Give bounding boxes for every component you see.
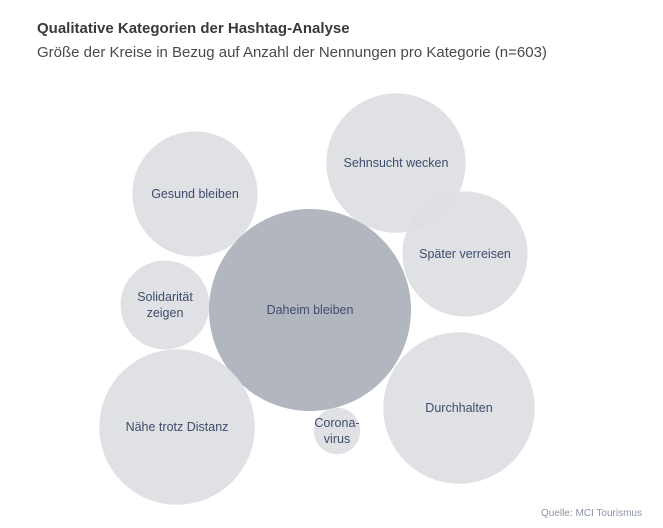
bubble-durchhalten-label: Durchhalten [425, 401, 492, 415]
bubble-solidaritaet-zeigen [120, 260, 210, 350]
bubble-durchhalten [383, 332, 535, 484]
bubble-coronavirus-label: Corona-virus [314, 416, 359, 446]
source-note: Quelle: MCI Tourismus [541, 508, 642, 519]
bubble-gesund-bleiben-label: Gesund bleiben [151, 187, 239, 201]
bubble-daheim-bleiben [209, 209, 411, 411]
bubble-spaeter-verreisen-label: Später verreisen [419, 247, 511, 261]
bubble-daheim-bleiben-label: Daheim bleiben [267, 303, 354, 317]
bubble-sehnsucht-wecken [326, 93, 466, 233]
bubble-coronavirus [313, 407, 361, 455]
chart-title: Qualitative Kategorien der Hashtag-Analy… [37, 20, 350, 37]
bubble-naehe-trotz-distanz [99, 349, 255, 505]
bubble-solidaritaet-zeigen-label: Solidarität zeigen [137, 290, 193, 320]
bubble-naehe-trotz-distanz-label: Nähe trotz Distanz [126, 420, 229, 434]
bubble-sehnsucht-wecken-label: Sehnsucht wecken [344, 156, 449, 170]
bubble-spaeter-verreisen [402, 191, 528, 317]
chart-subtitle: Größe der Kreise in Bezug auf Anzahl der… [37, 44, 547, 61]
bubble-gesund-bleiben [132, 131, 258, 257]
